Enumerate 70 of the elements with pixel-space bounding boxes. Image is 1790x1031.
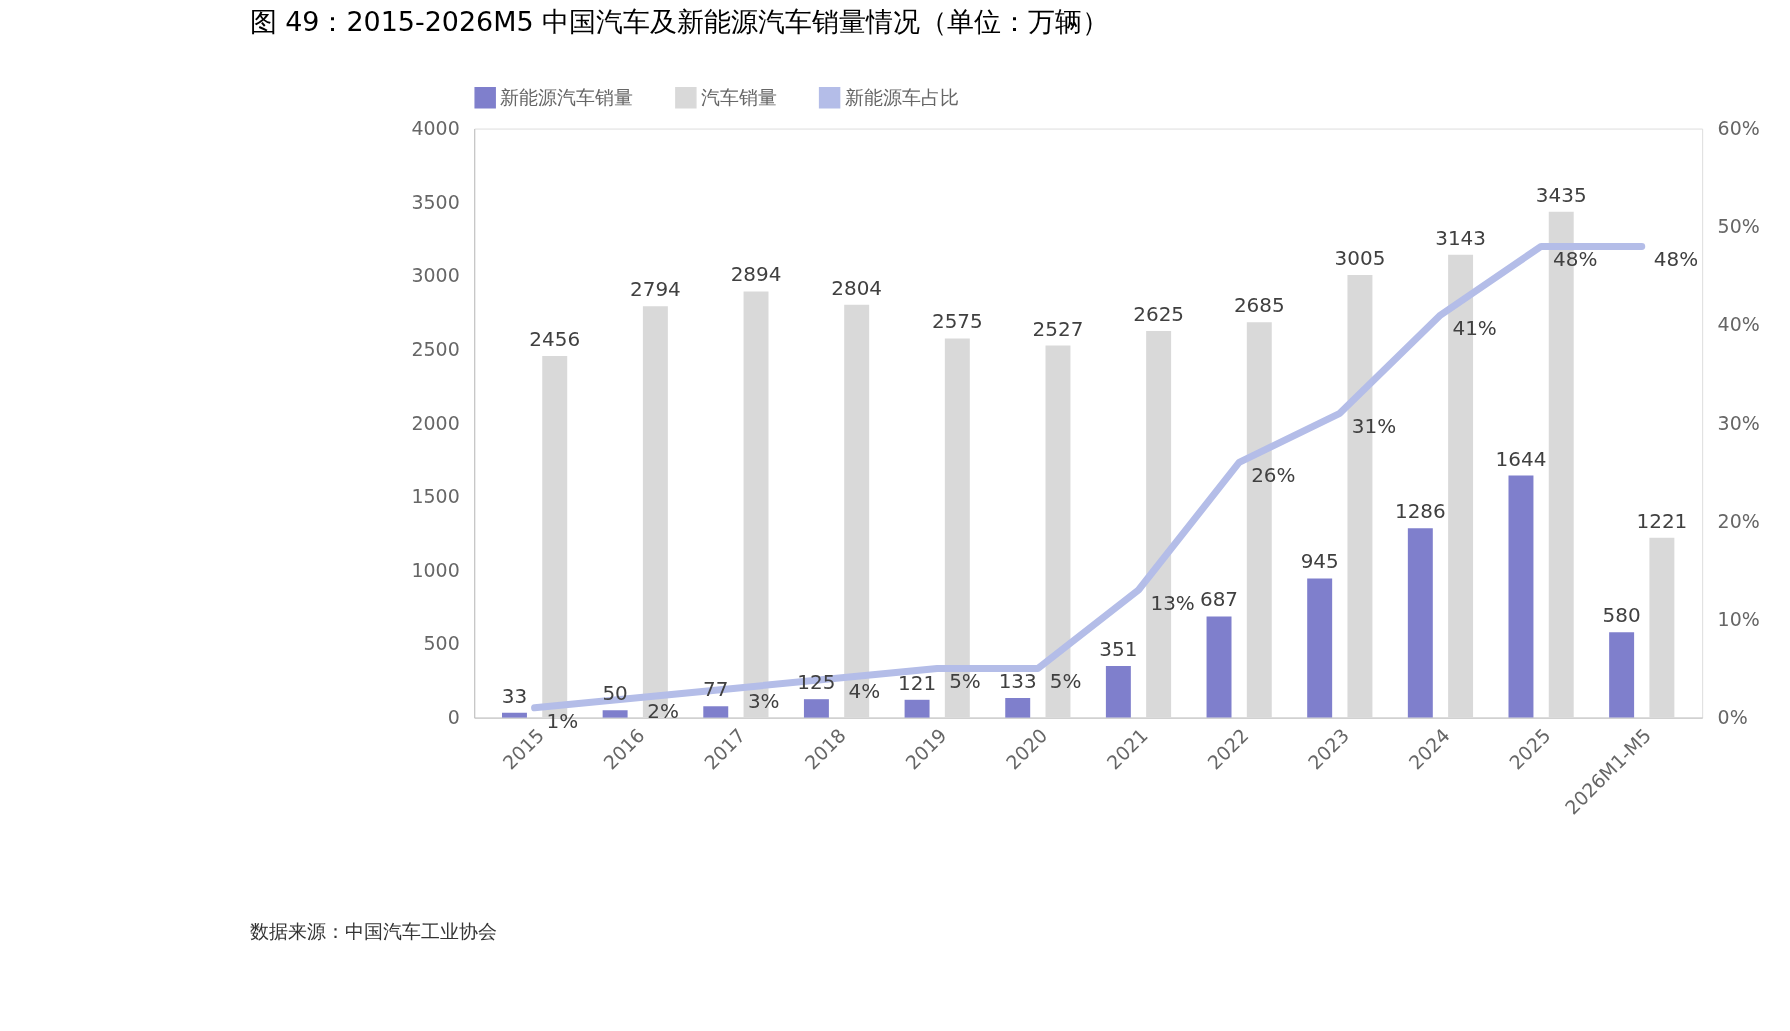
data-label: 1% xyxy=(546,708,579,733)
y2-tick-label: 50% xyxy=(1717,215,1760,238)
legend-label: 新能源汽车销量 xyxy=(500,85,634,108)
data-label: 3% xyxy=(747,689,780,714)
data-label: 26% xyxy=(1251,463,1296,488)
y2-tick-label: 10% xyxy=(1717,607,1760,630)
y2-tick-label: 40% xyxy=(1717,313,1760,336)
data-label: 2527 xyxy=(1032,316,1084,341)
data-label: 2575 xyxy=(931,309,983,334)
data-label: 48% xyxy=(1553,247,1598,272)
bar xyxy=(1508,475,1534,718)
data-label: 5% xyxy=(1049,669,1082,694)
y2-tick-label: 30% xyxy=(1717,411,1760,434)
bar xyxy=(602,710,628,718)
bar xyxy=(1105,665,1131,718)
bar xyxy=(501,712,527,718)
y2-tick-label: 20% xyxy=(1717,509,1760,532)
bar xyxy=(703,706,729,718)
data-label: 2625 xyxy=(1133,302,1185,327)
y2-tick-label: 0% xyxy=(1717,706,1748,729)
data-label: 121 xyxy=(898,670,937,695)
data-label: 3143 xyxy=(1435,225,1486,250)
source-note: 数据来源：中国汽车工业协会 xyxy=(249,920,497,943)
data-label: 687 xyxy=(1199,587,1239,612)
data-label: 2804 xyxy=(831,275,883,300)
y-tick-label: 2000 xyxy=(411,411,460,434)
data-label: 1221 xyxy=(1636,508,1688,533)
y-tick-label: 4000 xyxy=(411,117,460,140)
data-label: 3005 xyxy=(1334,246,1386,271)
legend-label: 汽车销量 xyxy=(700,85,777,108)
y-tick-label: 3500 xyxy=(411,190,460,213)
data-label: 2% xyxy=(647,698,679,723)
data-label: 5% xyxy=(949,669,981,694)
data-label: 3435 xyxy=(1535,182,1587,207)
data-label: 1286 xyxy=(1394,499,1446,524)
data-label: 2894 xyxy=(730,262,782,287)
data-label: 133 xyxy=(998,669,1037,694)
bar xyxy=(1649,537,1675,718)
data-label: 50 xyxy=(602,681,628,706)
data-label: 2685 xyxy=(1233,293,1285,318)
data-label: 2456 xyxy=(529,326,581,351)
bar xyxy=(904,699,930,718)
legend-label: 新能源车占比 xyxy=(844,85,959,108)
bar xyxy=(1609,632,1635,718)
data-label: 41% xyxy=(1452,316,1497,341)
y-tick-label: 500 xyxy=(423,632,460,655)
data-label: 2794 xyxy=(629,277,681,302)
bar xyxy=(1407,528,1433,718)
y2-tick-label: 60% xyxy=(1717,117,1760,140)
data-label: 351 xyxy=(1099,636,1138,661)
bar xyxy=(803,699,829,718)
data-label: 31% xyxy=(1351,414,1397,439)
data-label: 33 xyxy=(501,683,528,708)
data-label: 48% xyxy=(1653,247,1699,272)
bar xyxy=(1206,616,1232,718)
data-label: 13% xyxy=(1150,590,1195,615)
data-label: 580 xyxy=(1602,603,1641,628)
y-tick-label: 0 xyxy=(447,706,460,729)
y-tick-label: 3000 xyxy=(411,264,460,287)
data-label: 945 xyxy=(1300,549,1339,574)
bar xyxy=(1005,698,1031,718)
chart-title: 图 49：2015-2026M5 中国汽车及新能源汽车销量情况（单位：万辆） xyxy=(249,5,1110,37)
bar xyxy=(1307,578,1333,718)
data-label: 4% xyxy=(848,679,881,704)
data-label: 1644 xyxy=(1495,446,1547,471)
y-tick-label: 1000 xyxy=(411,558,460,581)
y-tick-label: 1500 xyxy=(411,485,460,508)
y-tick-label: 2500 xyxy=(411,337,460,360)
data-label: 125 xyxy=(797,670,836,695)
data-label: 77 xyxy=(703,677,729,702)
